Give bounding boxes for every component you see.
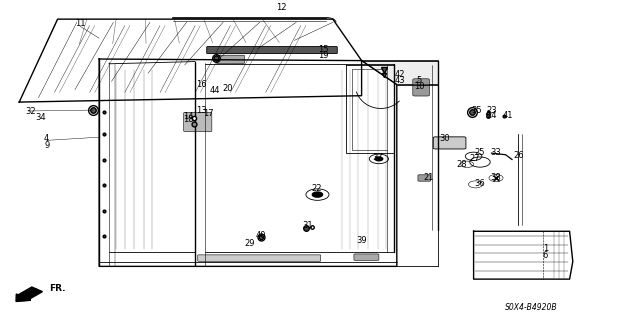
Text: 6: 6	[543, 251, 548, 260]
Text: 37: 37	[372, 153, 383, 162]
Text: 33: 33	[491, 148, 501, 157]
FancyArrow shape	[16, 287, 42, 301]
Circle shape	[312, 192, 323, 197]
Text: 24: 24	[486, 111, 497, 120]
Text: 42: 42	[395, 70, 405, 79]
Text: 1: 1	[543, 244, 548, 253]
FancyBboxPatch shape	[413, 79, 429, 96]
Text: 39: 39	[356, 236, 367, 245]
Text: 14: 14	[184, 112, 194, 121]
Text: 35: 35	[472, 106, 482, 115]
Text: 28: 28	[457, 160, 467, 169]
Text: 29: 29	[244, 239, 255, 248]
Text: 40: 40	[256, 231, 266, 240]
Text: 31: 31	[302, 221, 312, 230]
Text: 20: 20	[222, 84, 232, 93]
Text: 11: 11	[75, 19, 85, 28]
Text: 22: 22	[312, 184, 322, 193]
Text: 36: 36	[475, 179, 485, 188]
Text: 4: 4	[44, 134, 49, 143]
Text: 17: 17	[203, 109, 213, 118]
Text: 9: 9	[44, 141, 49, 150]
Text: 23: 23	[486, 106, 497, 115]
FancyBboxPatch shape	[184, 112, 212, 132]
Text: 21: 21	[424, 173, 434, 182]
Text: 44: 44	[209, 86, 220, 95]
Text: 43: 43	[395, 76, 405, 85]
Text: 30: 30	[440, 134, 450, 143]
Text: 15: 15	[318, 45, 328, 54]
Text: 10: 10	[414, 82, 424, 91]
Circle shape	[375, 157, 383, 161]
Text: 41: 41	[502, 111, 513, 120]
FancyBboxPatch shape	[433, 137, 466, 149]
Text: 13: 13	[196, 106, 207, 115]
Text: 16: 16	[196, 80, 207, 89]
Text: 32: 32	[26, 107, 36, 115]
FancyBboxPatch shape	[207, 47, 337, 54]
Text: 38: 38	[491, 173, 501, 182]
FancyBboxPatch shape	[418, 175, 431, 181]
Text: 12: 12	[276, 4, 287, 12]
Text: 18: 18	[184, 115, 194, 124]
FancyBboxPatch shape	[198, 255, 321, 261]
FancyBboxPatch shape	[216, 55, 244, 63]
Polygon shape	[362, 61, 438, 85]
Text: 19: 19	[318, 51, 328, 60]
Text: 34: 34	[35, 113, 45, 122]
Text: 25: 25	[475, 148, 485, 157]
Text: 27: 27	[470, 154, 480, 163]
Text: 26: 26	[513, 151, 524, 160]
FancyBboxPatch shape	[354, 254, 379, 260]
Text: S0X4-B4920B: S0X4-B4920B	[505, 303, 557, 312]
Text: FR.: FR.	[49, 284, 66, 293]
Text: 5: 5	[417, 76, 422, 85]
